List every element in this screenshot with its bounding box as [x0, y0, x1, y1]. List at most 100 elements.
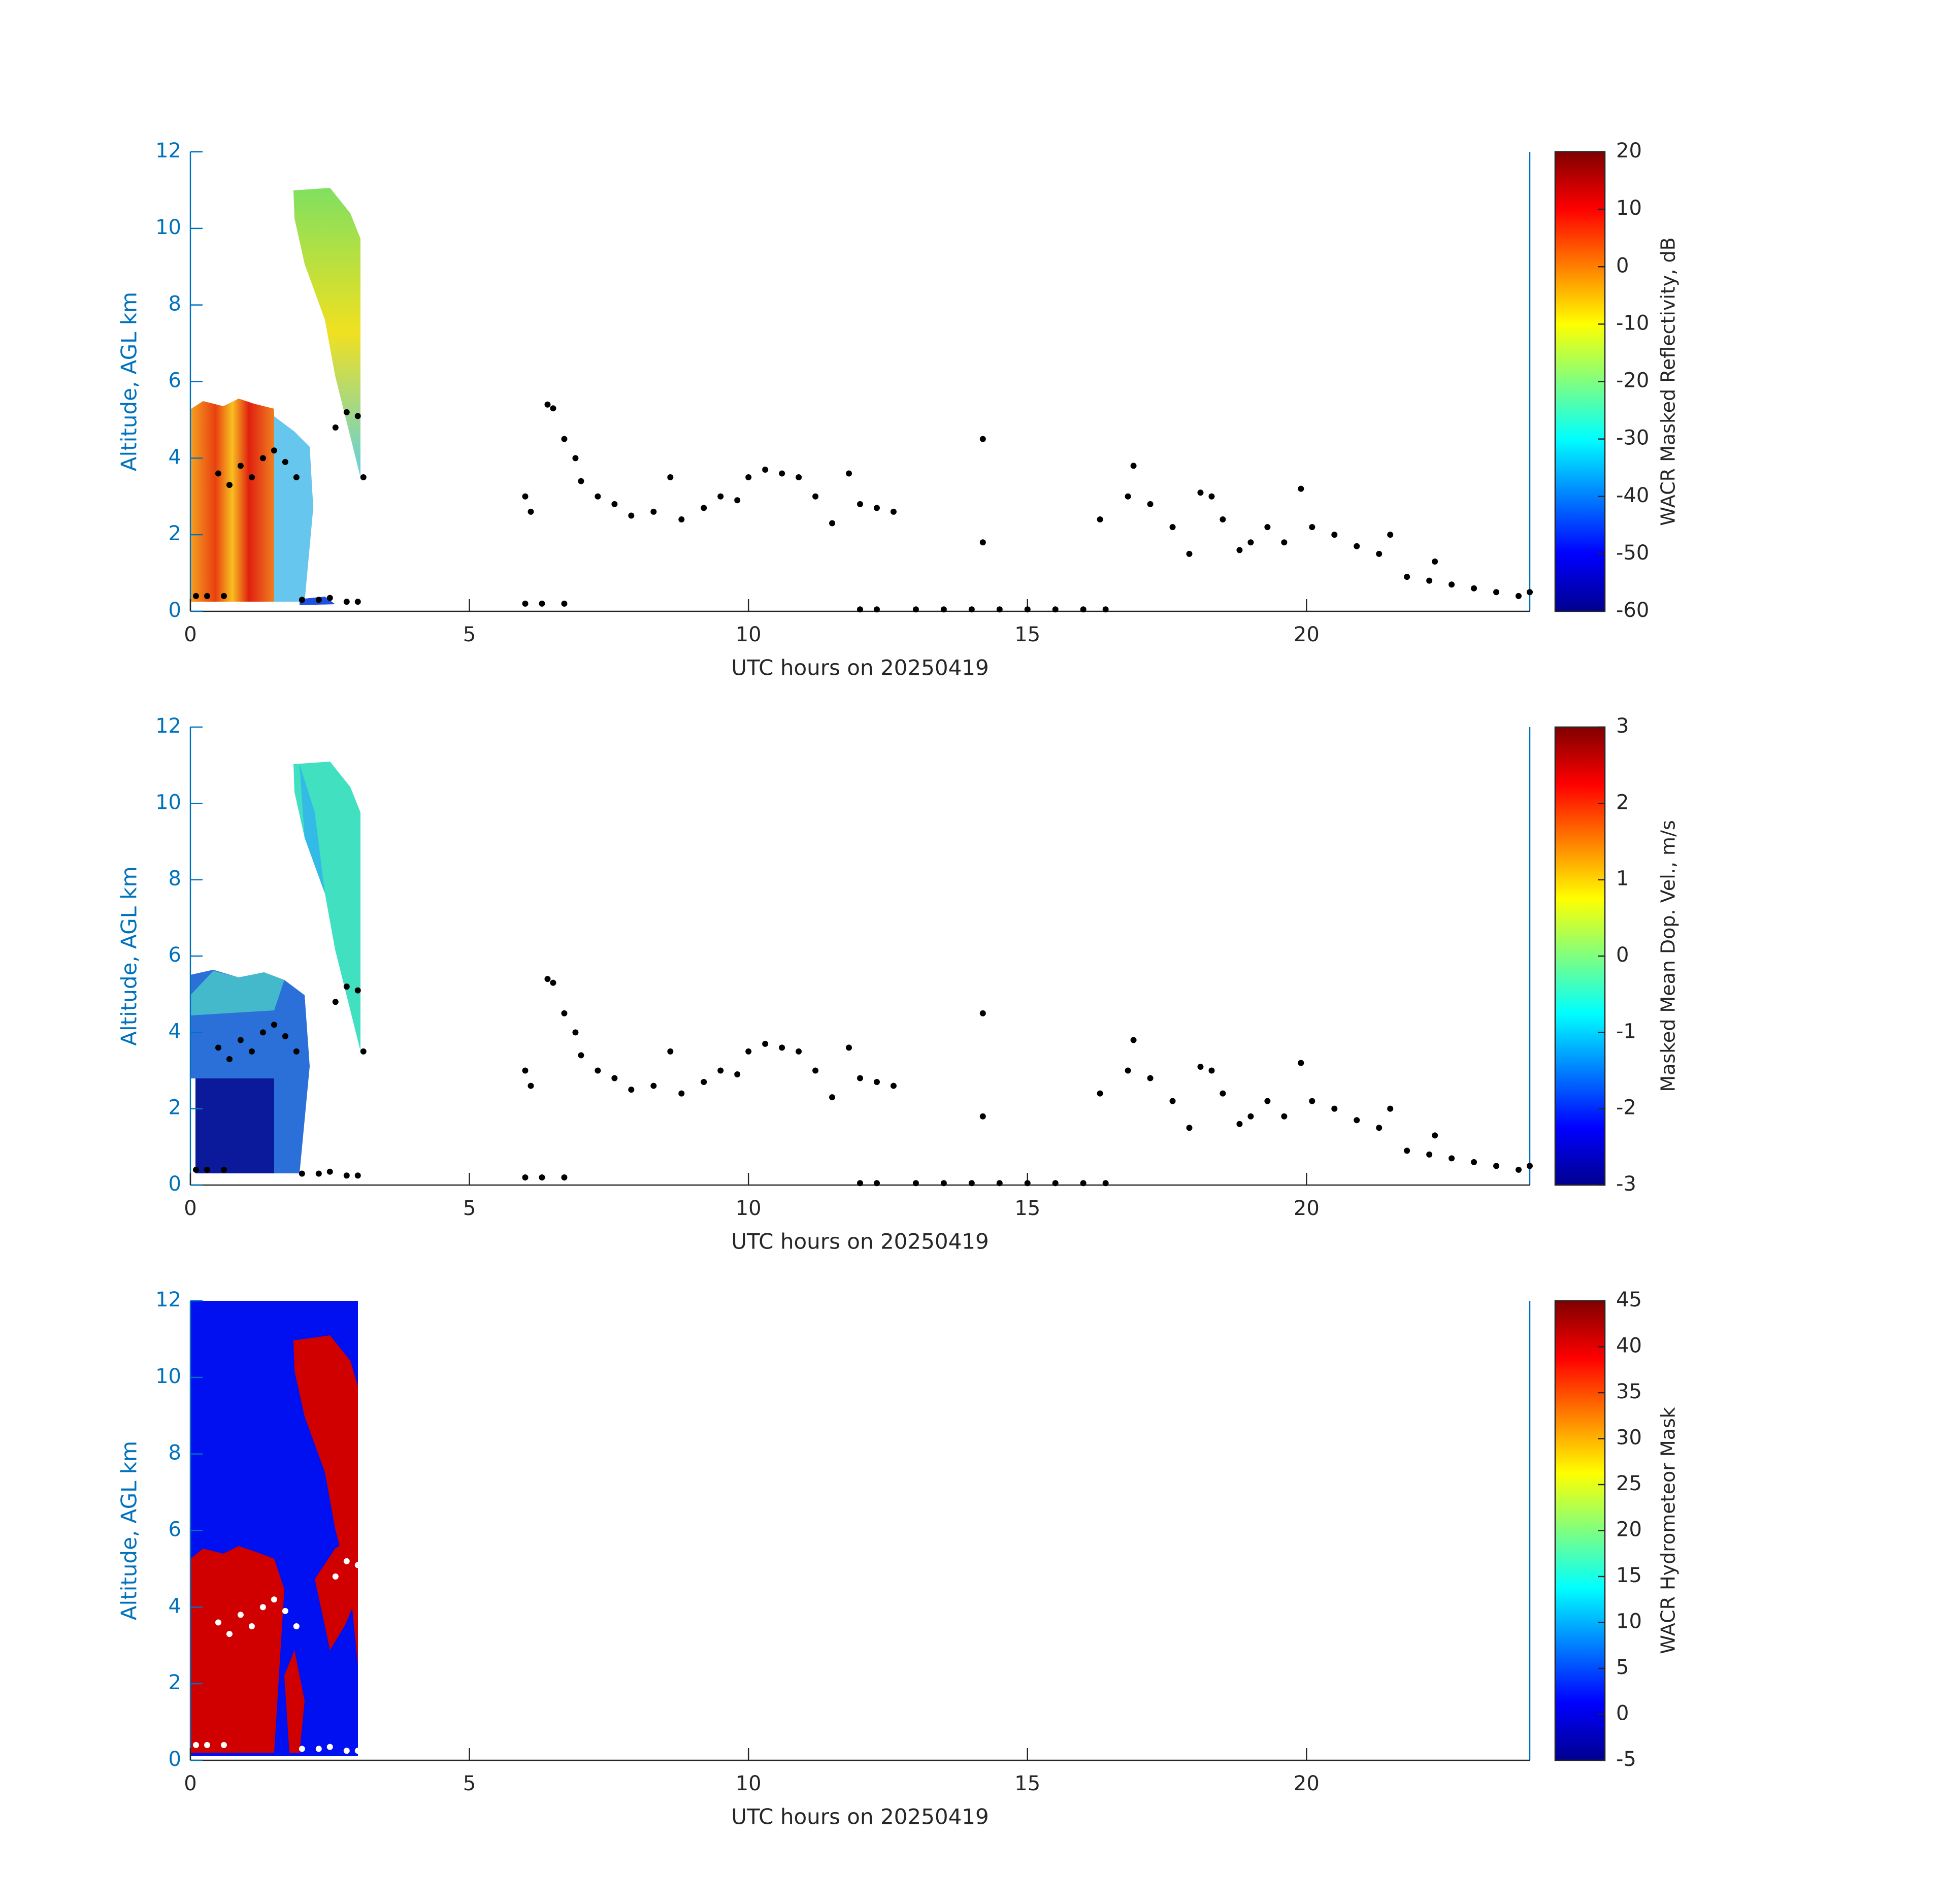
cloud-base-point [1197, 1063, 1204, 1070]
colorbar-tick-label: 0 [1616, 1702, 1629, 1725]
cloud-base-point [561, 1174, 568, 1180]
y-axis-label: Altitude, AGL km [117, 292, 142, 471]
cloud-base-point [354, 1562, 361, 1568]
cloud-base-point [271, 1022, 277, 1028]
x-tick-label: 0 [184, 1197, 196, 1220]
cloud-base-point [1130, 1037, 1137, 1043]
cloud-base-point [237, 463, 244, 469]
y-tick-label: 12 [155, 1288, 181, 1311]
cloud-base-point [1298, 485, 1304, 492]
cloud-base-point [293, 1048, 300, 1055]
cloud-base-point [293, 1623, 300, 1630]
cloud-base-point [717, 493, 724, 500]
cloud-base-point [360, 474, 367, 481]
cloud-base-point [873, 606, 880, 613]
cloud-base-point [611, 1075, 618, 1081]
cloud-base-point [912, 606, 919, 613]
cloud-base-point [293, 474, 300, 481]
cloud-base-point [628, 512, 635, 519]
cloud-base-point [522, 493, 529, 500]
cloud-base-point [846, 1044, 852, 1051]
cloud-base-point [226, 1631, 233, 1637]
cloud-base-point [226, 1056, 233, 1062]
y-tick-label: 4 [169, 1020, 181, 1043]
y-tick-label: 4 [169, 445, 181, 469]
cloud-base-point [717, 1067, 724, 1074]
y-tick-label: 8 [169, 867, 181, 891]
cloud-base-point [220, 1166, 227, 1173]
cloud-base-point [1309, 1098, 1315, 1104]
cloud-base-point [220, 593, 227, 599]
cloud-base-point [343, 1172, 350, 1179]
colorbar-label: Masked Mean Dop. Vel., m/s [1657, 820, 1680, 1092]
cloud-base-point [326, 595, 333, 601]
colorbar-tick-label: -50 [1616, 541, 1649, 565]
colorbar-tick-label: -1 [1616, 1020, 1636, 1043]
colorbar-tick-label: -2 [1616, 1096, 1636, 1120]
colorbar-tick-label: 30 [1616, 1426, 1642, 1450]
cloud-base-point [1354, 543, 1360, 549]
y-tick-label: 6 [169, 369, 181, 392]
cloud-base-point [237, 1037, 244, 1043]
cloud-base-point [1169, 1098, 1176, 1104]
cloud-base-point [1426, 577, 1433, 584]
y-tick-label: 0 [169, 1748, 181, 1771]
cloud-base-point [1197, 489, 1204, 496]
cloud-base-point [354, 413, 361, 419]
y-tick-label: 4 [169, 1594, 181, 1618]
cloud-base-point [315, 597, 322, 603]
cloud-base-point [259, 1029, 266, 1036]
cloud-base-point [734, 1071, 741, 1078]
cloud-base-point [299, 1170, 305, 1177]
colorbar [1554, 1300, 1606, 1761]
cloud-base-point [1125, 1067, 1131, 1074]
cloud-base-point [1125, 493, 1131, 500]
colorbar-tick-label: -3 [1616, 1172, 1636, 1196]
y-tick-label: 8 [169, 1441, 181, 1465]
cloud-base-point [522, 1174, 529, 1180]
cloud-base-point [762, 1040, 769, 1047]
cloud-base-point [812, 1067, 819, 1074]
cloud-base-point [1527, 589, 1533, 596]
colorbar-tick-label: 3 [1616, 714, 1629, 738]
cloud-base-point [332, 999, 339, 1005]
cloud-base-point [1080, 606, 1087, 613]
cloud-base-point [1493, 1163, 1500, 1169]
cloud-base-point [354, 1172, 361, 1179]
cloud-base-point [1236, 547, 1243, 553]
x-axis-label: UTC hours on 20250419 [731, 1229, 989, 1254]
colorbar-label: WACR Masked Reflectivity, dB [1657, 237, 1680, 526]
cloud-base-point [745, 474, 752, 481]
cloud-base-point [343, 1748, 350, 1754]
cloud-base-point [528, 1082, 534, 1089]
cloud-base-point [1449, 1155, 1455, 1162]
cloud-base-point [857, 501, 863, 507]
cloud-base-point [332, 424, 339, 431]
cloud-base-point [550, 979, 556, 986]
x-tick-label: 10 [736, 1197, 762, 1220]
colorbar-tick-label: 10 [1616, 196, 1642, 220]
cloud-base-point [1102, 606, 1109, 613]
cloud-base-point [544, 401, 551, 408]
colorbar-tick-label: 0 [1616, 254, 1629, 277]
cloud-base-point [354, 1748, 361, 1754]
cloud-base-point [343, 1558, 350, 1564]
cloud-base-point [1426, 1151, 1433, 1158]
cloud-base-point [572, 455, 579, 462]
cloud-base-point [215, 1619, 221, 1626]
cloud-base-point [1247, 1113, 1254, 1120]
cloud-base-point [354, 599, 361, 605]
y-axis-label: Altitude, AGL km [117, 1441, 142, 1620]
colorbar-tick-label: 20 [1616, 1518, 1642, 1541]
colorbar [1554, 726, 1606, 1186]
cloud-base-point [326, 1168, 333, 1175]
cloud-base-point [1097, 516, 1103, 522]
x-axis-label: UTC hours on 20250419 [731, 655, 989, 680]
cloud-base-point [539, 600, 545, 607]
cloud-base-point [979, 1010, 986, 1016]
cloud-base-point [1247, 539, 1254, 546]
cloud-base-point [979, 436, 986, 442]
cloud-base-point [354, 987, 361, 994]
cloud-base-point [912, 1180, 919, 1187]
